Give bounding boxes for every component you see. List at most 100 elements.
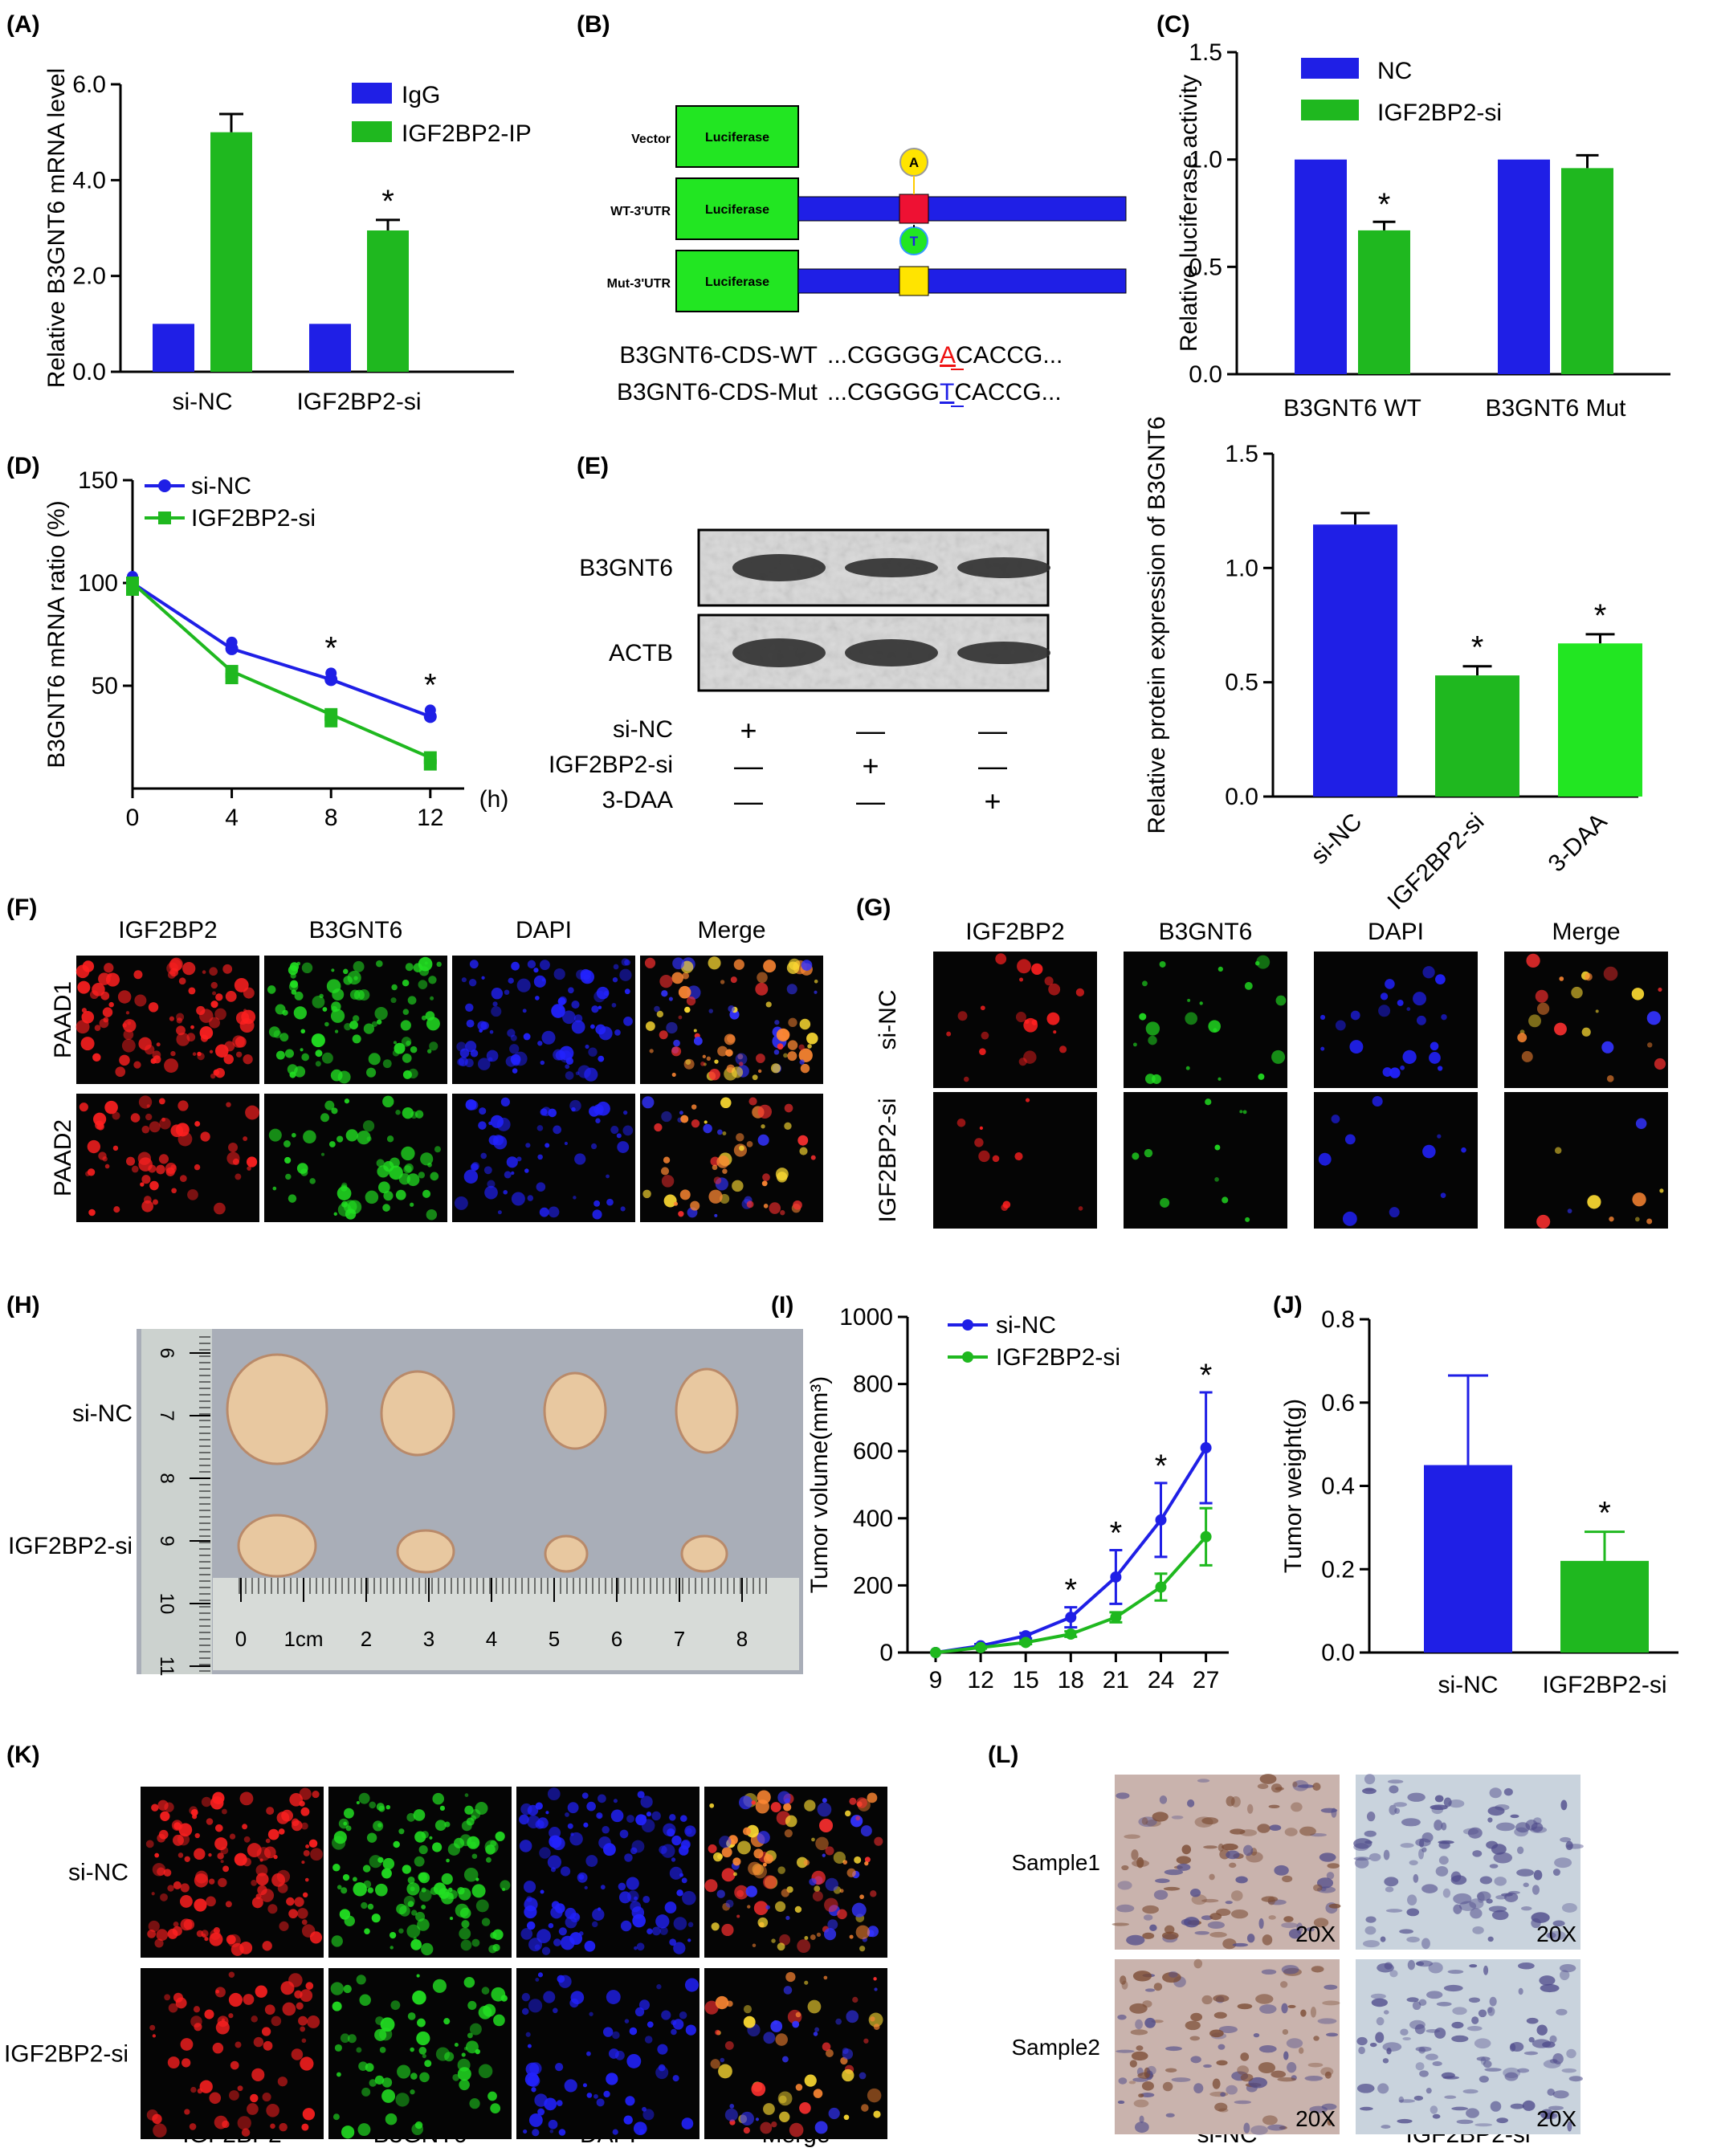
micrograph-signal [250, 2093, 259, 2103]
micrograph-signal [693, 1029, 697, 1033]
micrograph-signal [194, 1832, 200, 1839]
panelJ-x-tick-label: si-NC [1438, 1672, 1499, 1698]
micrograph-signal [343, 1984, 352, 1994]
panelC-legend-label: IGF2BP2-si [1377, 100, 1502, 126]
micrograph-signal [343, 968, 349, 975]
micrograph-signal [359, 1994, 371, 2006]
micrograph-signal [394, 1042, 406, 1054]
micrograph-signal [774, 1901, 786, 1912]
micrograph-signal [79, 1102, 88, 1112]
panelL-ihc-cell [1421, 1884, 1438, 1893]
micrograph-signal [511, 961, 520, 971]
micrograph-signal [148, 1920, 160, 1933]
micrograph-signal [1438, 1066, 1443, 1071]
micrograph-signal [131, 1165, 139, 1173]
micrograph-signal [861, 2104, 869, 2112]
micrograph-signal [288, 1973, 303, 1987]
panelC-x-tick-label: B3GNT6 Mut [1485, 395, 1626, 422]
micrograph-signal [672, 2075, 679, 2082]
micrograph-signal [479, 1029, 483, 1033]
micrograph-signal [470, 1815, 477, 1821]
micrograph-signal [1567, 1208, 1572, 1214]
micrograph-signal [77, 980, 91, 994]
panelI-point [1200, 1530, 1212, 1543]
panelL-ihc-cell [1458, 1901, 1477, 1911]
micrograph-signal [825, 2049, 834, 2057]
micrograph-signal [619, 1829, 629, 1839]
panelL-ihc-cell [1257, 1783, 1269, 1789]
micrograph-signal [715, 1995, 729, 2010]
micrograph-signal [468, 978, 477, 987]
micrograph-signal [341, 1182, 348, 1188]
panelK-row-label: IGF2BP2-si [4, 2041, 128, 2068]
micrograph-signal [541, 1030, 556, 1045]
micrograph-signal [331, 1001, 341, 1012]
panelI-x-tick-label: 21 [1103, 1667, 1129, 1693]
micrograph-signal [1406, 1007, 1411, 1012]
micrograph-signal [663, 1194, 677, 1208]
micrograph-signal [598, 1907, 602, 1911]
micrograph-signal [239, 1791, 254, 1806]
micrograph-signal [743, 2127, 750, 2134]
panelL-ihc-cell [1185, 2020, 1201, 2031]
panelL-ihc-cell [1418, 1999, 1427, 2006]
micrograph-signal [1380, 992, 1389, 1001]
micrograph-signal [119, 1054, 130, 1066]
micrograph-signal [801, 960, 813, 971]
micrograph-signal [488, 1121, 492, 1126]
micrograph-signal [581, 1792, 589, 1799]
panelL-ihc-cell [1212, 2078, 1221, 2089]
panelD-point [325, 667, 337, 679]
micrograph-signal [363, 1880, 372, 1889]
micrograph-signal [564, 1141, 568, 1146]
micrograph-signal [646, 1928, 653, 1934]
micrograph-signal [304, 1877, 309, 1882]
micrograph-signal [537, 1154, 543, 1160]
micrograph-signal [410, 2047, 414, 2052]
micrograph-signal [856, 1797, 867, 1808]
panelL-ihc-cell [1568, 2076, 1583, 2082]
micrograph-signal [400, 1020, 411, 1031]
micrograph-signal [610, 1809, 624, 1823]
panelL-ihc-cell [1169, 1971, 1178, 1978]
micrograph-signal [1521, 1050, 1533, 1062]
micrograph-signal [407, 996, 417, 1005]
micrograph-signal [602, 2027, 614, 2037]
micrograph-signal [1559, 976, 1564, 981]
micrograph-signal [491, 988, 504, 1000]
micrograph-signal [521, 1992, 531, 2002]
micrograph-signal [141, 1175, 151, 1184]
micrograph-signal [839, 1889, 844, 1893]
panelL-ihc-cell [1360, 2106, 1373, 2111]
micrograph-signal [863, 2038, 869, 2044]
micrograph-signal [680, 1115, 689, 1123]
micrograph-signal [565, 1916, 577, 1929]
micrograph-signal [774, 1020, 780, 1025]
panelL-ihc-cell [1469, 1964, 1478, 1968]
micrograph-signal [255, 1893, 262, 1900]
panelL-ihc-cell [1331, 1808, 1337, 1818]
micrograph-signal [789, 2122, 804, 2138]
micrograph-signal [727, 1034, 736, 1043]
panelB-luciferase-label: Luciferase [705, 275, 769, 289]
micrograph-signal [333, 1831, 347, 1844]
micrograph-signal [385, 2113, 398, 2125]
micrograph-signal [457, 2067, 471, 2081]
panelH-vertical-ruler-mark: 7 [156, 1410, 177, 1420]
micrograph-signal [312, 1790, 320, 1799]
micrograph-signal [383, 1191, 394, 1201]
micrograph-signal [173, 1881, 182, 1889]
micrograph-signal [537, 1041, 543, 1046]
micrograph-signal [1318, 1152, 1332, 1166]
panelL-ihc-cell [1366, 1812, 1376, 1822]
micrograph-signal [1647, 1042, 1653, 1048]
micrograph-signal [655, 1914, 670, 1929]
panelL-ihc-cell [1398, 2096, 1405, 2104]
micrograph-signal [353, 989, 365, 1001]
micrograph-signal [228, 1971, 235, 1979]
micrograph-signal [330, 1009, 345, 1023]
micrograph-signal [815, 1836, 829, 1851]
micrograph-signal [511, 1192, 525, 1206]
panel-label-L: (L) [988, 1742, 1018, 1768]
micrograph-signal [214, 1202, 226, 1215]
